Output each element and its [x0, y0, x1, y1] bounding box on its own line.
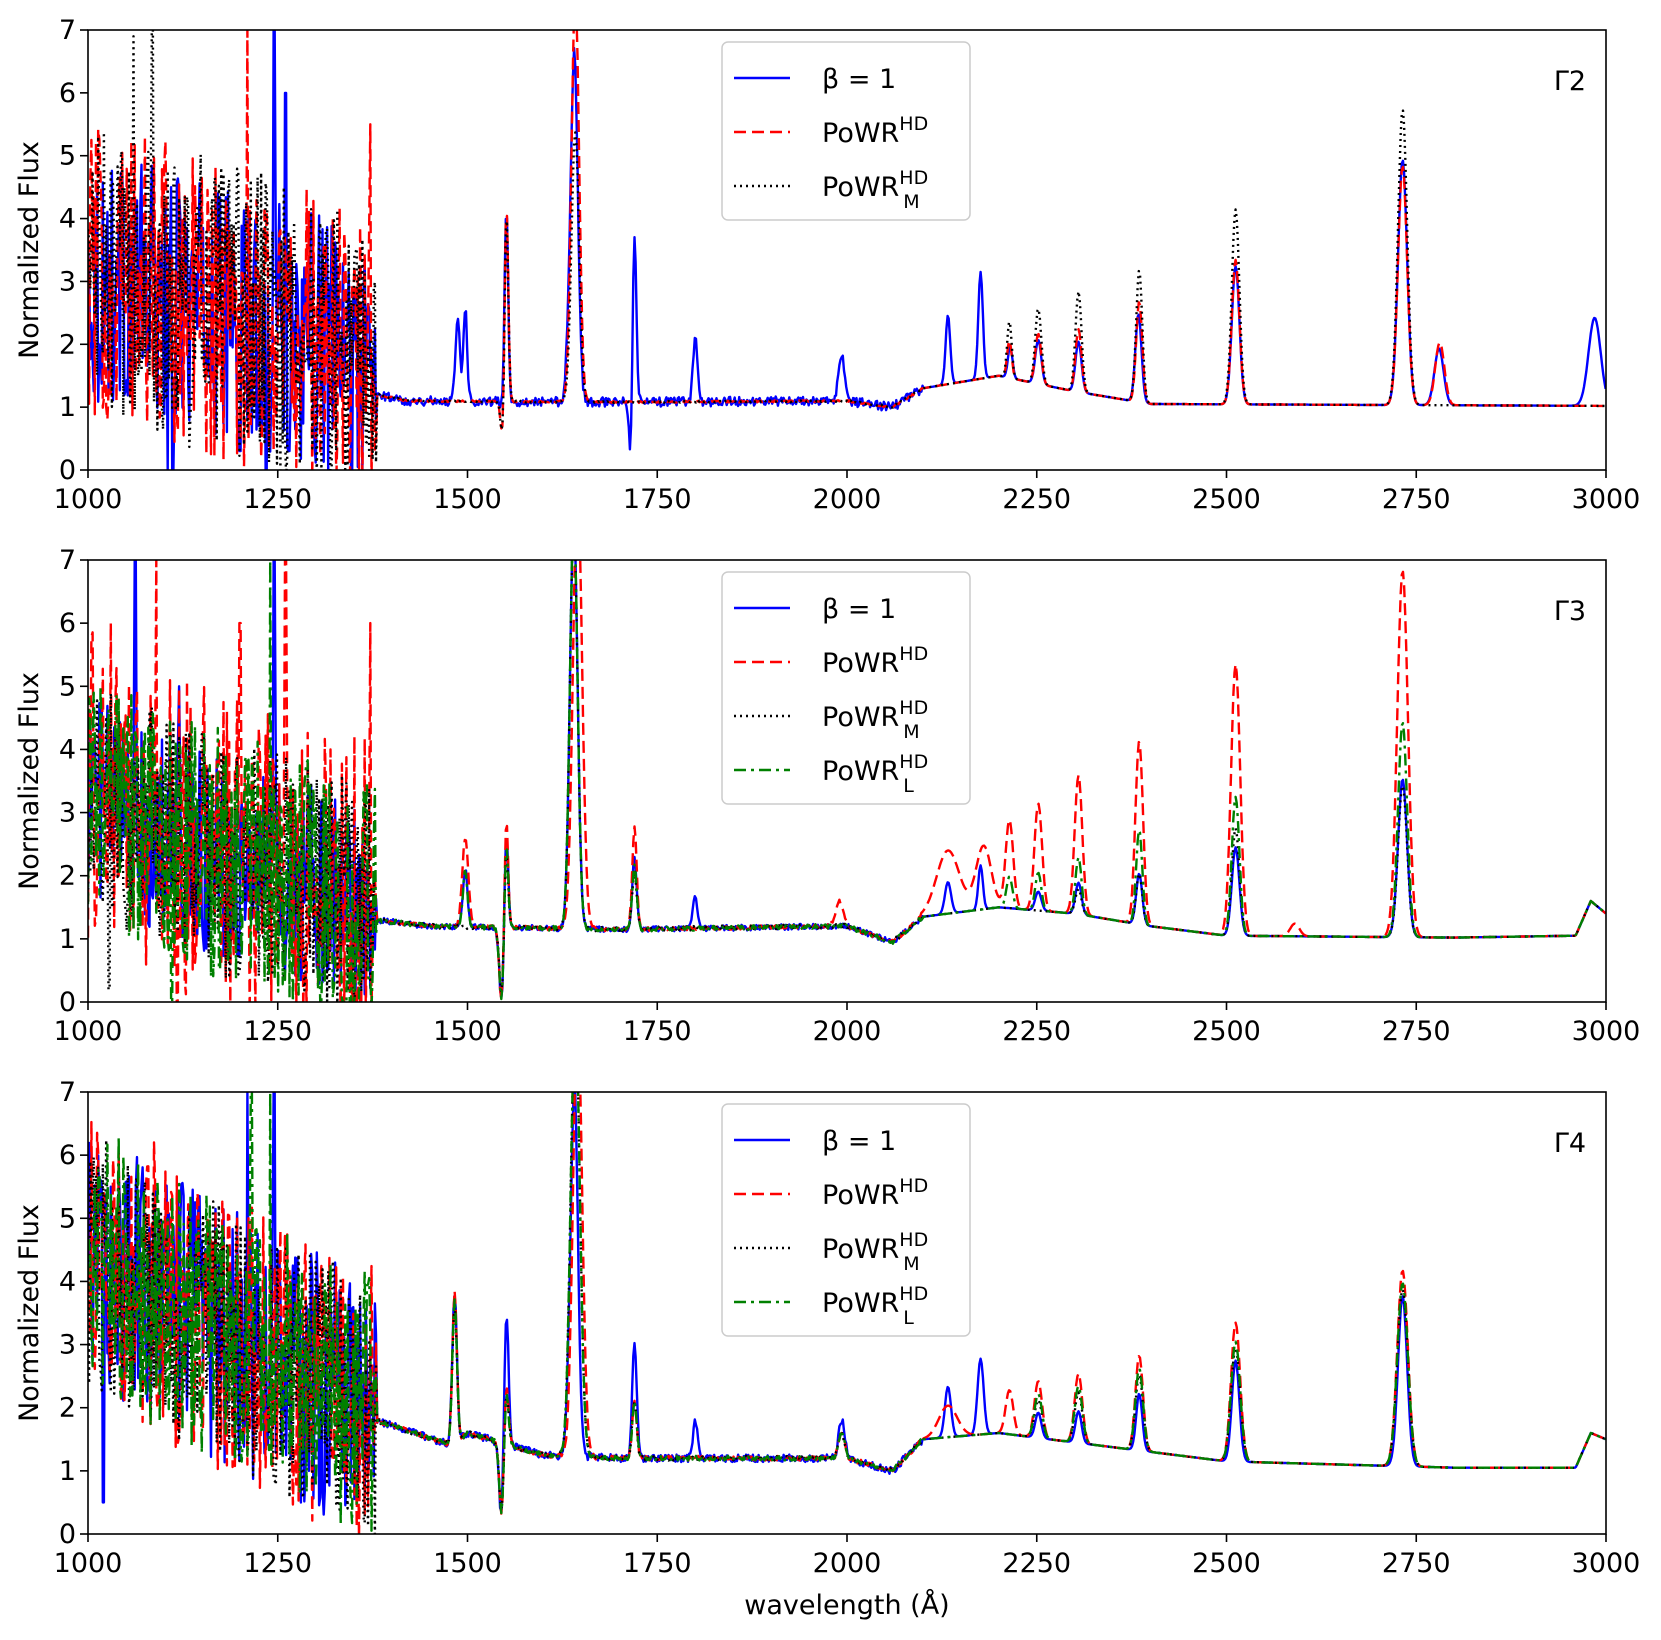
x-tick-label: 2000	[813, 1016, 882, 1047]
x-tick-label: 1500	[433, 484, 502, 515]
x-tick-label: 1500	[433, 1016, 502, 1047]
legend: β = 1 PoWRHD PoWRHD M PoWRHD L	[721, 1103, 971, 1337]
legend-box	[721, 41, 971, 221]
series-line-hdl	[88, 560, 1606, 1002]
y-tick-label: 4	[59, 734, 76, 765]
x-tick-label: 2250	[1002, 1016, 1071, 1047]
y-tick-label: 5	[59, 141, 76, 172]
legend-label-hd: PoWRHD	[822, 1175, 928, 1211]
y-tick-label: 6	[59, 78, 76, 109]
panel-gamma3: Γ3 Normalized Flux 1000 1250 1500 1750 2000 2…	[14, 545, 1641, 1047]
y-tick-label: 3	[59, 1330, 76, 1361]
legend-label-hdm: PoWRHD M	[822, 697, 928, 743]
panel-label: Γ2	[1554, 66, 1586, 97]
panel-gamma4: Γ4 Normalized Flux wavelength (Å) 1000 12…	[14, 1077, 1641, 1621]
y-tick-label: 2	[59, 329, 76, 360]
legend: β = 1 PoWRHD PoWRHD M	[721, 41, 971, 221]
legend-box	[721, 1103, 971, 1337]
series-line-hdl	[88, 1092, 1606, 1532]
x-tick-label: 1000	[54, 484, 123, 515]
y-tick-label: 0	[59, 455, 76, 486]
legend-label-hd: PoWRHD	[822, 643, 928, 679]
x-tick-label: 2500	[1192, 1548, 1261, 1579]
x-tick-label: 1500	[433, 1548, 502, 1579]
x-tick-label: 1250	[243, 1548, 312, 1579]
x-tick-label: 2750	[1382, 1016, 1451, 1047]
x-tick-label: 3000	[1572, 1548, 1641, 1579]
y-tick-label: 5	[59, 1203, 76, 1234]
x-tick-label: 2750	[1382, 1548, 1451, 1579]
y-tick-label: 3	[59, 266, 76, 297]
y-tick-label: 2	[59, 861, 76, 892]
legend-label-hd: PoWRHD	[822, 113, 928, 149]
legend-label-beta: β = 1	[822, 64, 896, 95]
legend-label-beta: β = 1	[822, 594, 896, 625]
panel-label: Γ4	[1554, 1128, 1586, 1159]
y-tick-label: 7	[59, 15, 76, 46]
x-tick-label: 1750	[623, 1548, 692, 1579]
x-tick-label: 1000	[54, 1016, 123, 1047]
series-line-hdm	[88, 30, 1606, 470]
y-tick-label: 6	[59, 608, 76, 639]
x-tick-label: 2000	[813, 484, 882, 515]
legend: β = 1 PoWRHD PoWRHD M PoWRHD L	[721, 571, 971, 805]
y-tick-label: 1	[59, 392, 76, 423]
y-tick-label: 0	[59, 987, 76, 1018]
y-tick-label: 5	[59, 671, 76, 702]
panel-gamma2: Γ2 Normalized Flux 1000 1250 1500 1750 2000 2…	[14, 15, 1641, 515]
x-tick-label: 2500	[1192, 1016, 1261, 1047]
y-tick-label: 0	[59, 1519, 76, 1550]
panel-label: Γ3	[1554, 596, 1586, 627]
x-tick-label: 2750	[1382, 484, 1451, 515]
x-tick-label: 1750	[623, 484, 692, 515]
y-tick-label: 2	[59, 1393, 76, 1424]
x-tick-label: 2000	[813, 1548, 882, 1579]
series-line-hd	[88, 560, 1606, 1002]
plot-area	[88, 1092, 1606, 1534]
y-tick-label: 4	[59, 204, 76, 235]
x-tick-label: 1750	[623, 1016, 692, 1047]
x-tick-label: 2500	[1192, 484, 1261, 515]
x-tick-label: 1000	[54, 1548, 123, 1579]
x-tick-label: 2250	[1002, 484, 1071, 515]
x-axis-label: wavelength (Å)	[744, 1589, 949, 1621]
y-tick-label: 3	[59, 798, 76, 829]
x-tick-label: 3000	[1572, 1016, 1641, 1047]
legend-label-hdm: PoWRHD M	[822, 167, 928, 213]
x-tick-label: 2250	[1002, 1548, 1071, 1579]
legend-label-beta: β = 1	[822, 1126, 896, 1157]
y-axis-label: Normalized Flux	[14, 141, 45, 359]
legend-label-hdm: PoWRHD M	[822, 1229, 928, 1275]
x-tick-label: 3000	[1572, 484, 1641, 515]
y-tick-label: 7	[59, 1077, 76, 1108]
legend-box	[721, 571, 971, 805]
x-tick-label: 1250	[243, 484, 312, 515]
y-axis-label: Normalized Flux	[14, 672, 45, 890]
y-tick-label: 6	[59, 1140, 76, 1171]
plot-area	[88, 560, 1606, 1002]
y-axis-label: Normalized Flux	[14, 1204, 45, 1422]
legend-label-hdl: PoWRHD L	[822, 751, 928, 797]
legend-label-hdl: PoWRHD L	[822, 1283, 928, 1329]
y-tick-label: 1	[59, 1456, 76, 1487]
y-tick-label: 4	[59, 1266, 76, 1297]
y-tick-label: 7	[59, 545, 76, 576]
y-tick-label: 1	[59, 924, 76, 955]
x-tick-label: 1250	[243, 1016, 312, 1047]
plot-area	[88, 30, 1606, 470]
